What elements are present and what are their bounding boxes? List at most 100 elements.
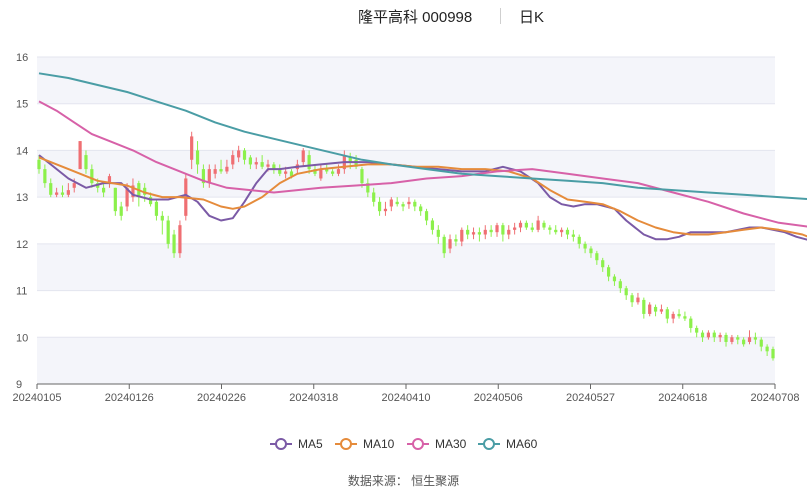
x-tick-label: 20240618 [658,392,707,404]
candle-body [753,337,757,340]
candle-body [653,306,658,312]
ma30-line [38,100,807,228]
candle-body [60,192,65,195]
candle-body [747,337,752,342]
candle-body [683,316,687,319]
candle-body [695,327,699,333]
candle-body [513,227,517,230]
candle-body [207,169,211,184]
candle-body [636,297,640,303]
legend-item-ma5[interactable]: MA5 [270,436,323,452]
candle-body [771,348,775,359]
ma5-line [38,154,807,241]
candle-body [530,227,534,230]
candle-body [49,183,53,195]
candle-body [548,227,552,230]
candle-body [595,253,599,261]
candle-body [383,208,388,212]
legend-item-ma10[interactable]: MA10 [335,436,394,452]
candle-body [507,229,511,235]
x-tick-label: 20240318 [289,392,338,404]
candle-body [78,141,82,170]
candle-body [125,187,129,207]
candle-body [583,243,587,249]
candle-body [143,187,147,195]
candle-body [190,136,194,160]
candle-body [72,183,76,188]
candle-body [37,159,41,170]
candle-body [260,162,264,167]
candle-body [289,171,294,177]
y-tick-label: 9 [16,379,22,391]
y-tick-label: 14 [16,145,28,157]
candle-body [489,229,493,233]
candle-body [700,332,705,338]
candle-body [466,229,470,235]
candle-body [407,201,411,205]
candle-body [331,171,335,174]
candle-body [90,169,94,184]
candle-body [712,332,716,338]
candle-body [560,229,564,233]
legend-label: MA10 [363,437,395,451]
candle-body [313,169,317,174]
kline-chart: 9 10 11 12 13 14 15 16 20240105 20240126 20240226 2… [13,52,807,404]
x-tick-label: 20240410 [382,392,431,404]
candle-body [66,190,70,195]
legend-label: MA60 [506,437,538,451]
x-tick-label: 20240527 [566,392,615,404]
legend-item-ma30[interactable]: MA30 [407,436,466,452]
candle-body [471,232,476,235]
candle-body [107,176,112,184]
candle-body [319,169,323,179]
candle-body [483,229,487,235]
y-tick-label: 16 [16,52,28,64]
candle-body [724,334,728,342]
x-tick-label: 20240708 [751,392,800,404]
candle-body [360,169,364,184]
y-tick-label: 10 [16,332,28,344]
candle-body [736,337,740,340]
candle-body [266,164,270,167]
candle-body [389,199,393,207]
candle-body [648,304,652,314]
grid-band [37,243,775,291]
candle-body [659,309,664,312]
candle-body [213,169,217,174]
candle-body [278,169,282,174]
y-tick-label: 13 [16,192,28,204]
candle-body [424,211,429,221]
x-tick-label: 20240126 [105,392,154,404]
legend-label: MA30 [435,437,467,451]
legend-label: MA5 [298,437,323,451]
candle-body [618,281,622,289]
grid-band [37,337,775,384]
candle-body [248,157,252,165]
candle-body [630,295,634,303]
candle-body [442,236,446,254]
candle-body [154,201,159,216]
candle-body [148,197,153,205]
x-tick-label: 20240105 [13,392,62,404]
x-tick-label: 20240506 [474,392,523,404]
data-source: 数据来源： 恒生聚源 [347,474,460,488]
candle-body [43,169,47,184]
candle-body [348,157,352,163]
candle-body [524,222,528,228]
candle-body [195,150,200,165]
candle-body [448,239,452,249]
candle-body [642,299,646,314]
candle-body [377,201,382,212]
candle-body [430,220,435,230]
candle-body [677,313,681,317]
candle-body [366,183,370,193]
candle-body [689,318,693,328]
candle-body [160,215,164,221]
candle-body [571,234,575,237]
legend-item-ma60[interactable]: MA60 [478,436,537,452]
candle-body [536,220,540,230]
period-label: 日K [519,9,545,26]
candle-body [284,171,288,174]
candle-body [759,339,763,347]
y-tick-label: 11 [16,286,27,298]
